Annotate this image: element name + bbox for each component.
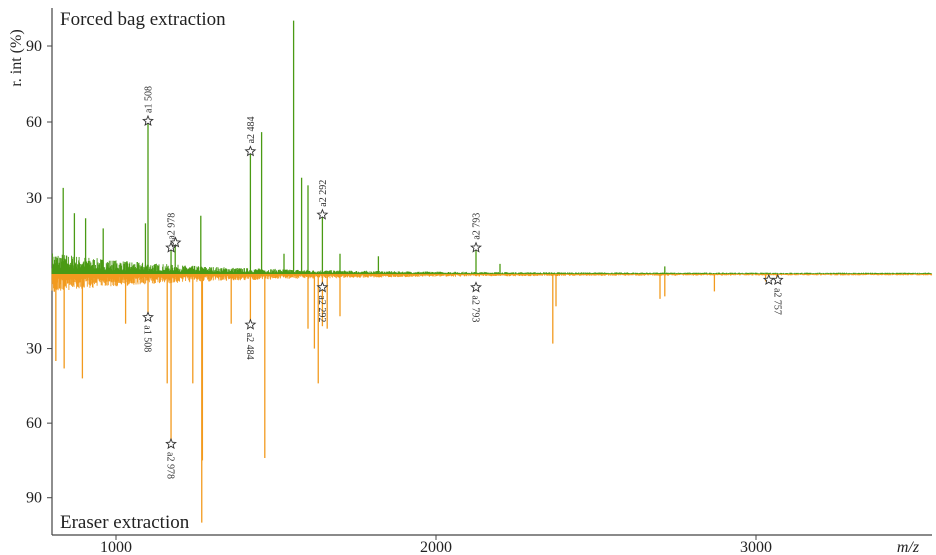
upper-peak-annotation: a2 978 — [167, 213, 178, 240]
upper-y-tick: 90 — [26, 38, 42, 55]
upper-peak-annotation: a2 793 — [472, 213, 483, 240]
lower-star-marker — [470, 281, 482, 293]
annotations-group: a1 508 a2 978 a2 484 a2 292 a2 793 a1 508 a2 9… — [142, 86, 784, 479]
lower-peaks-group — [55, 274, 778, 523]
lower-star-marker — [165, 437, 177, 450]
lower-peak-annotation: a2 484 — [244, 333, 255, 360]
upper-peak-annotation: a2 292 — [318, 180, 329, 207]
x-axis-label: m/z — [897, 539, 920, 555]
lower-y-tick: 60 — [26, 415, 42, 432]
upper-peaks-group — [62, 20, 666, 274]
lower-y-tick: 90 — [26, 490, 42, 507]
upper-noise-trace — [51, 253, 933, 274]
lower-star-marker — [771, 273, 784, 285]
upper-y-tick: 60 — [26, 114, 42, 131]
lower-peak-annotation: a1 508 — [142, 325, 153, 352]
x-tick: 1000 — [100, 539, 132, 555]
upper-star-marker — [244, 145, 257, 157]
lower-y-tick: 30 — [26, 341, 42, 358]
lower-noise-group — [51, 274, 933, 292]
y-axis-label: r. int (%) — [8, 29, 25, 86]
upper-peak-annotation: a2 484 — [246, 116, 257, 143]
upper-star-marker — [169, 236, 182, 248]
upper-noise-group — [51, 253, 933, 274]
x-tick: 3000 — [740, 539, 772, 555]
lower-noise-trace — [51, 274, 933, 292]
upper-panel-title: Forced bag extraction — [60, 9, 226, 30]
lower-peak-annotation: a2 757 — [771, 288, 782, 315]
ticks-group: 30 60 90 30 60 90 1000 2000 3000 — [26, 38, 772, 555]
lower-star-marker — [244, 318, 257, 330]
upper-star-marker — [165, 241, 177, 253]
lower-peak-annotation: a2 793 — [470, 295, 481, 322]
lower-peak-annotation: a2 978 — [165, 452, 176, 479]
x-tick: 2000 — [420, 539, 452, 555]
upper-peak-annotation: a1 508 — [144, 86, 155, 113]
lower-peak-annotation: a2 292 — [316, 295, 327, 322]
upper-star-marker — [142, 114, 154, 126]
upper-star-marker — [470, 241, 482, 253]
lower-star-marker — [142, 311, 154, 323]
upper-star-marker — [316, 208, 329, 220]
upper-y-tick: 30 — [26, 190, 42, 207]
lower-panel-title: Eraser extraction — [60, 512, 190, 533]
lower-star-marker — [316, 281, 329, 293]
